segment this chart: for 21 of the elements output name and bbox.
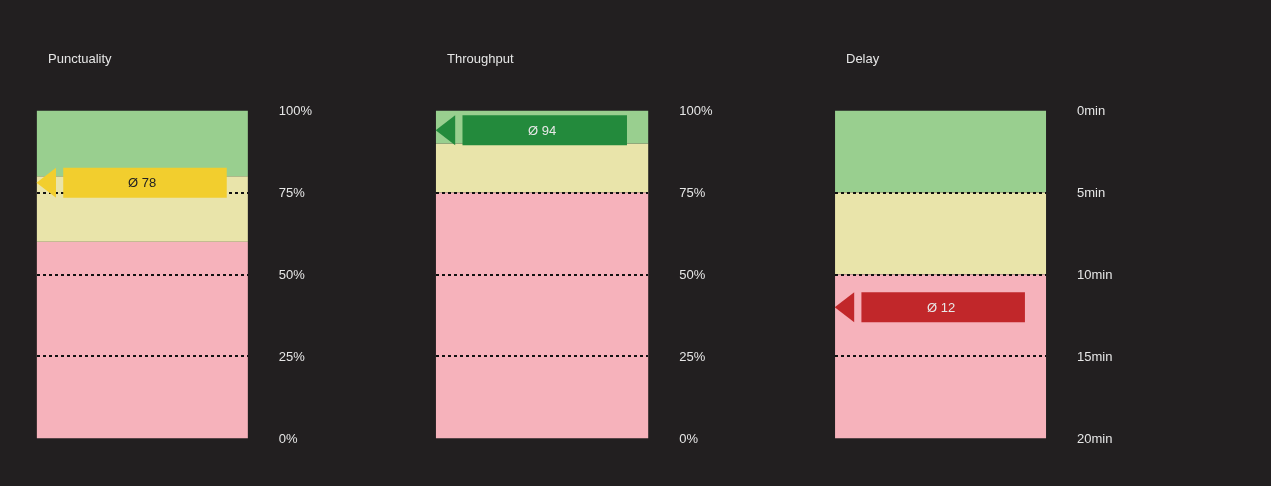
ref-line-label: Ø 78 [128,175,157,190]
chart-title: Punctuality [48,51,113,66]
y-tick-label: 15min [1077,349,1113,365]
y-tick-label: 0% [278,430,299,446]
y-tick-label: 10min [1077,267,1113,283]
y-tick-label: 0min [1077,103,1106,119]
y-tick-label: 100% [679,103,713,119]
y-tick-label: 25% [278,349,306,365]
y-tick-label: 0% [679,430,699,446]
y-tick-label: 75% [679,185,706,201]
y-tick-label: 20min [1077,430,1113,446]
y-tick-label: 25% [679,349,706,365]
chart-title: Throughput [447,51,514,66]
y-tick-label: 100% [278,103,313,119]
y-tick-label: 75% [278,185,306,201]
chart-title: Delay [846,51,880,66]
y-tick-label: 50% [278,267,306,283]
y-tick-label: 50% [679,267,706,283]
ref-line-label: Ø 12 [927,300,956,315]
ref-line-label: Ø 94 [528,123,557,138]
y-tick-label: 5min [1077,185,1106,201]
